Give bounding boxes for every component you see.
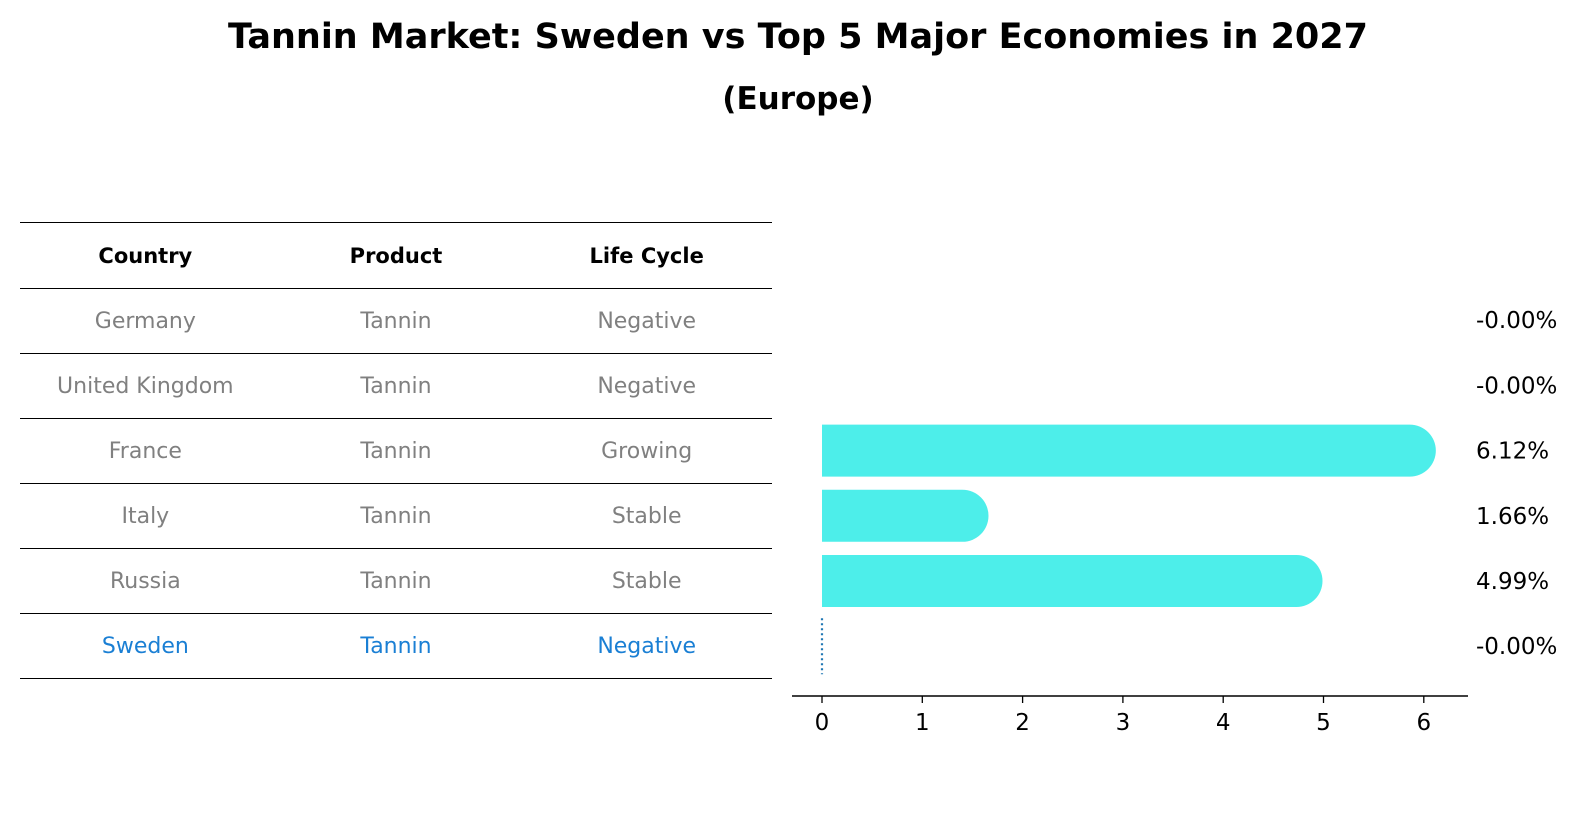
data-label-russia: 4.99% (1476, 569, 1549, 595)
life-cycle-cell: Negative (597, 308, 697, 334)
x-tick-label-6: 6 (1416, 710, 1431, 736)
table-row: Russia Tannin Stable (20, 549, 772, 614)
data-label-germany: -0.00% (1476, 308, 1557, 334)
country-cell: Germany (94, 308, 196, 334)
header-life-cycle: Life Cycle (589, 243, 704, 268)
life-cycle-cell: Stable (611, 568, 682, 594)
table-header-row: Country Product Life Cycle (20, 222, 772, 289)
product-cell: Tannin (360, 503, 432, 529)
table-row: Italy Tannin Stable (20, 484, 772, 549)
product-cell: Tannin (360, 373, 432, 399)
country-cell: Italy (121, 503, 170, 529)
country-cell: Russia (109, 568, 181, 594)
table-row: United Kingdom Tannin Negative (20, 354, 772, 419)
header-country: Country (98, 243, 193, 268)
product-cell: Tannin (360, 438, 432, 464)
x-tick-label-2: 2 (1015, 710, 1030, 736)
data-label-france: 6.12% (1476, 439, 1549, 465)
x-tick-label-5: 5 (1316, 710, 1331, 736)
bar-france (822, 424, 1436, 477)
x-tick-label-3: 3 (1116, 710, 1131, 736)
table-row: Germany Tannin Negative (20, 289, 772, 354)
chart-title: Tannin Market: Sweden vs Top 5 Major Eco… (228, 17, 1368, 57)
product-cell: Tannin (360, 568, 432, 594)
bar-russia (822, 555, 1323, 607)
product-cell: Tannin (360, 633, 432, 659)
x-tick-label-0: 0 (815, 710, 830, 736)
x-tick-label-1: 1 (915, 710, 930, 736)
table-row: France Tannin Growing (20, 419, 772, 484)
product-cell: Tannin (360, 308, 432, 334)
header-product: Product (349, 243, 443, 268)
country-cell: Sweden (101, 633, 189, 659)
comparison-table: Country Product Life Cycle Germany Tanni… (20, 222, 772, 679)
life-cycle-cell: Negative (597, 633, 697, 659)
life-cycle-cell: Growing (601, 438, 693, 464)
life-cycle-cell: Negative (597, 373, 697, 399)
data-label-united-kingdom: -0.00% (1476, 373, 1557, 399)
data-label-sweden: -0.00% (1476, 634, 1557, 660)
table-row-highlight: Sweden Tannin Negative (20, 614, 772, 679)
country-cell: France (108, 438, 182, 464)
life-cycle-cell: Stable (611, 503, 682, 529)
country-cell: United Kingdom (57, 373, 234, 399)
data-label-italy: 1.66% (1476, 504, 1549, 530)
chart-subtitle: (Europe) (722, 81, 874, 117)
x-tick-label-4: 4 (1216, 710, 1231, 736)
bar-italy (822, 489, 989, 542)
